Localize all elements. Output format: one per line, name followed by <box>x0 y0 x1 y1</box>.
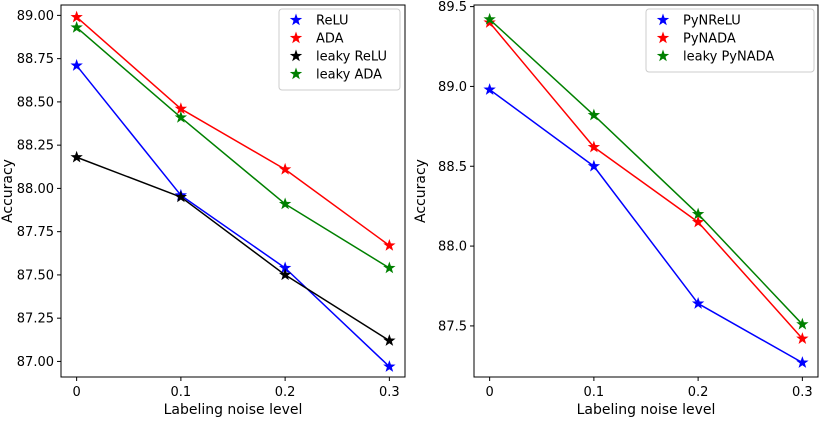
chart-1-y-tick-label-9: 89.00 <box>17 9 54 24</box>
chart-1-legend-label-3: leaky ReLU <box>316 50 387 65</box>
chart-2-x-tick-label-4: 0.3 <box>792 385 813 400</box>
chart-1-series-2-point-3 <box>278 162 292 175</box>
chart-1-x-tick-label-2: 0.1 <box>171 385 192 400</box>
chart-1-series-1 <box>70 59 396 372</box>
chart-1-legend-marker-4 <box>289 67 303 80</box>
chart-2-series-3-point-2 <box>587 108 601 121</box>
chart-1-legend-label-4: leaky ADA <box>316 68 382 83</box>
chart-1-y-tick-label-2: 87.25 <box>17 312 54 327</box>
chart-2-y-tick-label-2: 88.0 <box>438 240 467 255</box>
chart-2-x-tick-label-1: 0 <box>485 385 493 400</box>
chart-1-x-tick-label-4: 0.3 <box>379 385 400 400</box>
chart-1-y-axis-label: Accuracy <box>0 159 16 223</box>
chart-1-series-4-line <box>76 26 390 269</box>
chart-1-series-3-point-1 <box>70 150 83 163</box>
chart-1-series-1-point-4 <box>383 360 396 372</box>
chart-2-legend: PyNReLU PyNADA leaky PyNADA <box>645 8 815 73</box>
chart-1-series-3-point-2 <box>174 190 188 203</box>
chart-1-series-2 <box>70 10 396 251</box>
chart-2-series-2-line <box>489 22 803 340</box>
chart-2-x-axis-label: Labeling noise level <box>577 402 716 418</box>
chart-2-y-tick-label-4: 89.0 <box>438 80 467 95</box>
chart-2-series-2-point-2 <box>587 140 601 153</box>
chart-1-y-tick-label-7: 88.50 <box>17 95 54 110</box>
chart-1-series-4-point-4 <box>383 261 396 274</box>
chart-2-series-1-line <box>489 89 803 364</box>
chart-2-series-1 <box>483 83 809 368</box>
chart-2-y-axis-label: Accuracy <box>413 159 429 223</box>
chart-2-series-3 <box>483 12 809 330</box>
chart-2: 87.5 88.0 88.5 89.0 89.5 0 0.1 0.2 0.3 Labeling n… <box>413 0 819 418</box>
chart-1-y-tick-label-4: 87.75 <box>17 225 54 240</box>
chart-1-y-tick-label-5: 88.00 <box>17 182 54 197</box>
chart-2-legend-marker-1 <box>656 13 670 26</box>
chart-2-series-3-point-4 <box>796 317 809 330</box>
chart-1-x-axis-label: Labeling noise level <box>164 402 303 418</box>
chart-2-series-1-point-3 <box>691 297 705 309</box>
chart-2-x-tick-label-3: 0.2 <box>688 385 709 400</box>
chart-2-plot-frame <box>473 4 819 378</box>
chart-2-legend-label-1: PyNReLU <box>683 14 741 29</box>
chart-1-series-2-point-4 <box>383 239 396 251</box>
chart-1-y-tick-label-3: 87.50 <box>17 268 54 283</box>
chart-2-series-1-point-4 <box>796 356 809 368</box>
chart-1: 87.00 87.25 87.50 87.75 88.00 88.25 88.50 88.75… <box>0 4 406 418</box>
chart-2-y-tick-label-5: 89.5 <box>438 0 467 15</box>
chart-1-series-1-point-1 <box>70 59 83 71</box>
chart-1-series-4 <box>70 20 396 274</box>
chart-2-x-tick-label-2: 0.1 <box>584 385 605 400</box>
chart-2-series-1-point-1 <box>483 83 496 95</box>
chart-1-legend-marker-2 <box>289 31 303 44</box>
chart-1-legend-label-1: ReLU <box>316 14 349 29</box>
chart-2-legend-marker-2 <box>656 31 670 44</box>
chart-1-legend: ReLU ADA leaky ReLU leaky ADA <box>278 8 401 91</box>
chart-2-legend-marker-3 <box>656 49 670 62</box>
chart-1-series-3-point-3 <box>278 268 292 281</box>
chart-1-series-3-point-4 <box>383 334 396 346</box>
chart-1-series-2-line <box>76 16 390 247</box>
chart-1-series-3 <box>70 150 396 346</box>
chart-1-series-1-line <box>76 65 390 368</box>
chart-2-series-2-point-3 <box>691 215 705 228</box>
chart-2-series-3-point-3 <box>691 207 705 220</box>
chart-2-series-1-point-2 <box>587 159 601 172</box>
chart-1-legend-marker-1 <box>289 13 303 26</box>
chart-1-plot-frame <box>60 4 406 378</box>
chart-2-y-tick-label-1: 87.5 <box>438 319 467 334</box>
chart-1-legend-label-2: ADA <box>316 32 344 47</box>
chart-2-legend-label-2: PyNADA <box>683 32 736 47</box>
chart-1-y-tick-label-6: 88.25 <box>17 139 54 154</box>
chart-2-legend-label-3: leaky PyNADA <box>683 50 774 65</box>
chart-1-series-4-point-2 <box>174 110 188 123</box>
chart-1-x-tick-label-1: 0 <box>72 385 80 400</box>
chart-1-series-3-line <box>76 156 390 342</box>
chart-2-series-3-line <box>489 18 803 325</box>
chart-2-y-tick-label-3: 88.5 <box>438 160 467 175</box>
chart-2-series-2-point-4 <box>796 332 809 344</box>
chart-1-y-tick-label-8: 88.75 <box>17 52 54 67</box>
chart-1-series-4-point-1 <box>70 20 83 33</box>
chart-1-y-tick-label-1: 87.00 <box>17 355 54 370</box>
chart-1-legend-box <box>278 8 401 91</box>
chart-1-legend-marker-3 <box>289 49 303 62</box>
chart-1-series-2-point-1 <box>70 10 83 23</box>
chart-1-series-2-point-2 <box>174 102 188 115</box>
chart-1-series-1-point-3 <box>278 261 292 274</box>
chart-1-series-4-point-3 <box>278 197 292 210</box>
chart-2-legend-box <box>645 8 815 73</box>
chart-1-x-tick-label-3: 0.2 <box>275 385 296 400</box>
chart-2-series-3-point-1 <box>483 12 496 25</box>
